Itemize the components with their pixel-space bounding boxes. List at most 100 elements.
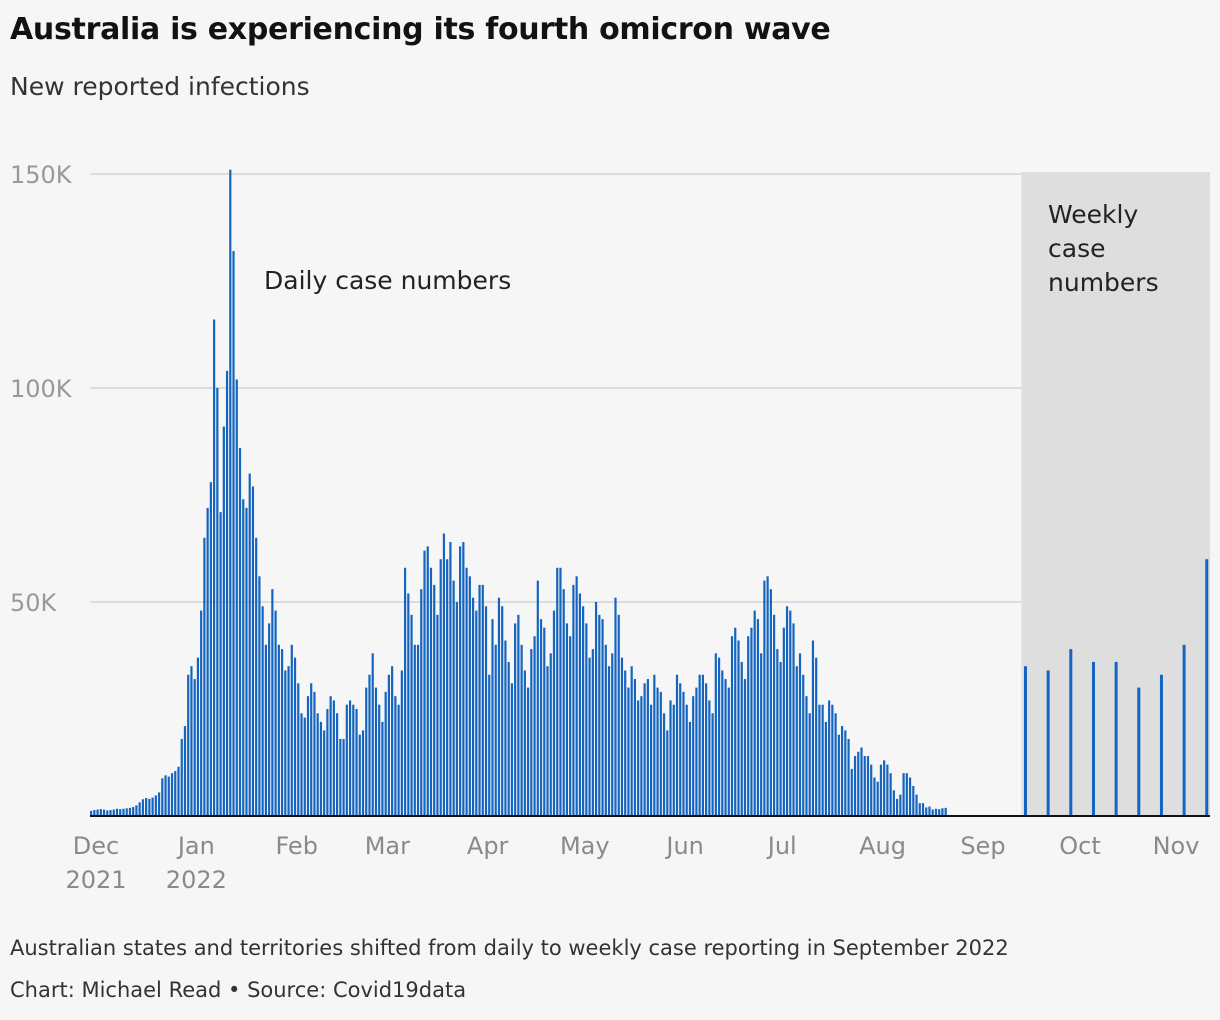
daily-bar [429, 567, 433, 816]
daily-bar [439, 559, 442, 816]
daily-bar [145, 798, 148, 816]
daily-bar [837, 734, 840, 816]
daily-bar [462, 542, 465, 816]
daily-bar [692, 696, 695, 816]
daily-bar [675, 674, 679, 816]
daily-bar [264, 644, 267, 816]
daily-bar [271, 589, 274, 816]
daily-bar [452, 580, 455, 816]
daily-bar [151, 797, 154, 816]
daily-bar [562, 589, 565, 816]
daily-bar [410, 614, 413, 816]
x-tick-label: Aug [859, 832, 906, 860]
daily-bar [196, 657, 200, 816]
daily-bar [727, 687, 730, 816]
daily-bar [348, 700, 352, 816]
daily-bar [802, 674, 805, 816]
daily-bar [183, 726, 187, 816]
daily-bar [870, 764, 873, 816]
grid-layer: 50K 100K 150K [10, 161, 1022, 617]
x-tick-label: May [560, 832, 610, 860]
daily-bar [902, 773, 905, 816]
daily-bar [941, 808, 944, 816]
x-tick-label: Sep [960, 832, 1005, 860]
daily-bar [753, 610, 756, 816]
weekly-bar [1205, 559, 1209, 816]
daily-bar [643, 683, 646, 816]
daily-bar [669, 700, 672, 816]
daily-bar [326, 709, 329, 816]
daily-bar [115, 808, 119, 816]
daily-bar [908, 777, 912, 816]
daily-bar [556, 567, 559, 816]
daily-bar [161, 778, 164, 816]
daily-bar [345, 704, 348, 816]
daily-bar [717, 657, 721, 816]
daily-bar [180, 738, 183, 816]
daily-bar [805, 696, 808, 816]
chart-title: Australia is experiencing its fourth omi… [10, 12, 831, 47]
weekly-bar [1046, 670, 1050, 816]
daily-bar [685, 704, 688, 816]
daily-bar [847, 738, 850, 816]
daily-bar [552, 610, 556, 816]
daily-bar [549, 653, 552, 816]
x-axis: Dec 2021 Jan 2022 Feb Mar Apr May Jun Jul Aug Sep Oc… [65, 815, 1210, 894]
daily-bar [132, 807, 135, 816]
daily-bar [811, 640, 815, 816]
daily-bar [740, 661, 743, 816]
daily-bar [640, 696, 643, 816]
x-tick-label: Apr [467, 832, 509, 860]
daily-bar [293, 657, 297, 816]
daily-bar [617, 614, 620, 816]
daily-bar [795, 666, 798, 816]
daily-bar [899, 794, 902, 816]
x-tick-year-label: 2022 [166, 866, 227, 894]
daily-bar [339, 738, 342, 816]
daily-bar [698, 674, 701, 816]
daily-bar [912, 786, 915, 816]
daily-bar [90, 810, 93, 816]
daily-bar [756, 619, 760, 816]
daily-bar [225, 370, 229, 816]
daily-bar [750, 627, 753, 816]
daily-bar [853, 756, 857, 816]
daily-bar [883, 760, 886, 816]
daily-bar [808, 713, 811, 816]
weekly-annotation-line: case [1048, 234, 1105, 263]
daily-bar [481, 584, 484, 816]
daily-bar [627, 687, 630, 816]
daily-bar [659, 691, 662, 816]
daily-bar [708, 700, 711, 816]
daily-bar [889, 773, 892, 816]
x-tick-label: Dec [73, 832, 119, 860]
daily-bar [488, 674, 491, 816]
daily-bar [918, 803, 921, 816]
daily-bar [831, 704, 834, 816]
daily-bar [193, 679, 196, 816]
daily-bar [229, 169, 232, 817]
daily-bar [594, 602, 598, 816]
daily-bar [585, 623, 588, 816]
weekly-bar [1137, 687, 1141, 816]
daily-bar [141, 799, 144, 816]
daily-bar [297, 683, 300, 816]
daily-bar [400, 670, 403, 816]
daily-bar [714, 653, 717, 816]
daily-bar [572, 584, 575, 816]
daily-bar [559, 567, 562, 816]
daily-bar [154, 795, 157, 816]
daily-bar [662, 713, 666, 816]
daily-bar [611, 653, 614, 816]
daily-bar [892, 790, 895, 816]
chart-note: Australian states and territories shifte… [10, 936, 1009, 960]
x-tick-label: Jun [664, 832, 704, 860]
daily-bar [760, 653, 763, 816]
daily-bar [569, 636, 572, 816]
daily-bar [517, 614, 520, 816]
daily-bar [928, 806, 931, 816]
daily-bar [624, 670, 627, 816]
daily-bar [361, 730, 365, 816]
x-tick-label: Oct [1059, 832, 1101, 860]
daily-bar [730, 636, 734, 816]
